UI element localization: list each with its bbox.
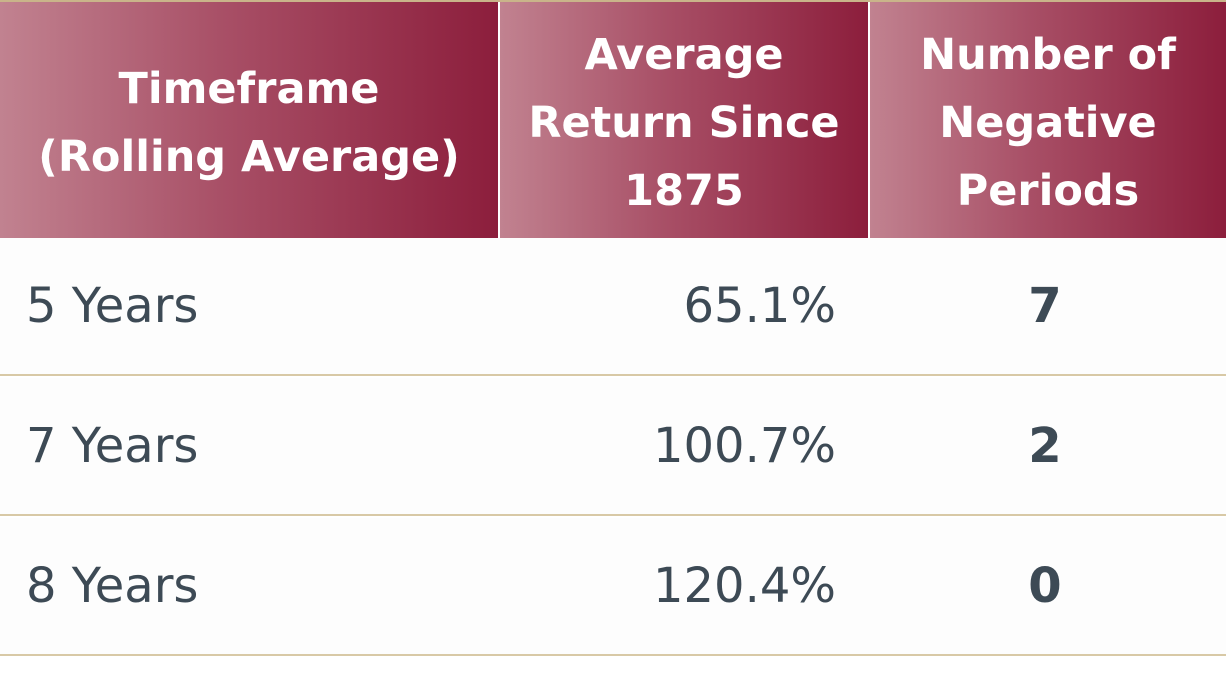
cell-timeframe: 7 Years: [26, 418, 199, 474]
cell-timeframe: 5 Years: [26, 278, 199, 334]
cell-negative-periods: 0: [1028, 558, 1062, 614]
table-row: 7 Years 100.7% 2: [0, 378, 1226, 516]
header-average-return: Average Return Since 1875: [500, 2, 868, 238]
table-row: 8 Years 120.4% 0: [0, 518, 1226, 656]
cell-average-return: 120.4%: [652, 558, 836, 614]
header-timeframe: Timeframe (Rolling Average): [0, 2, 498, 238]
header-negative-periods-label: Number of Negative Periods: [920, 30, 1176, 216]
header-timeframe-label: Timeframe (Rolling Average): [38, 64, 460, 182]
table-row: 5 Years 65.1% 7: [0, 238, 1226, 376]
cell-negative-periods: 7: [1028, 278, 1062, 334]
table-header-row: Timeframe (Rolling Average) Average Retu…: [0, 0, 1226, 238]
cell-negative-periods: 2: [1028, 418, 1062, 474]
cell-timeframe: 8 Years: [26, 558, 199, 614]
header-negative-periods: Number of Negative Periods: [870, 2, 1226, 238]
cell-average-return: 65.1%: [683, 278, 836, 334]
cell-average-return: 100.7%: [652, 418, 836, 474]
header-average-return-label: Average Return Since 1875: [528, 30, 840, 216]
